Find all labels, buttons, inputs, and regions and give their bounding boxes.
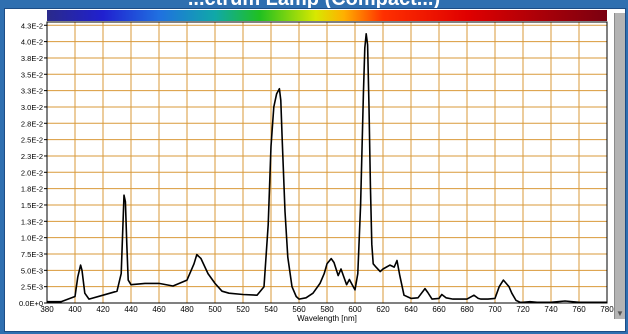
x-tick-label: 480 [180,305,194,314]
y-tick-label: 1.5E-2 [21,201,43,210]
x-tick-label: 460 [152,305,166,314]
x-tick-label: 400 [68,305,82,314]
x-tick-label: 600 [348,305,362,314]
x-tick-label: 700 [488,305,502,314]
plot-border [46,21,608,304]
y-tick-label: 4.3E-2 [21,21,43,30]
x-tick-label: 500 [208,305,222,314]
chart-panel: 380 400 420 440 460 480 500 520 540 560 580 600 620 6… [4,8,626,332]
y-tick-label: 2.0E-2 [21,168,43,177]
y-tick-label: 2.3E-2 [21,152,43,161]
y-tick-label: 1.8E-2 [21,185,43,194]
y-tick-label: 1.3E-2 [21,217,43,226]
x-tick-label: 620 [376,305,390,314]
y-tick-label: 2.8E-2 [21,119,43,128]
x-tick-label: 680 [460,305,474,314]
spectrum-line [47,32,607,304]
scroll-down-arrow-icon[interactable]: ▼ [616,309,624,318]
y-tick-label: 2.5E-3 [21,283,43,292]
y-tick-label: 2.5E-2 [21,136,43,145]
spectrum-chart: 380 400 420 440 460 480 500 520 540 560 580 600 620 6… [19,10,614,323]
x-axis-label: Wavelength [nm] [297,314,357,323]
x-tick-label: 660 [432,305,446,314]
x-tick-label: 440 [124,305,138,314]
x-tick-label: 540 [264,305,278,314]
y-tick-label: 3.8E-2 [21,54,43,63]
x-tick-label: 560 [292,305,306,314]
x-tick-label: 420 [96,305,110,314]
x-tick-label: 380 [40,305,54,314]
x-tick-label: 780 [600,305,614,314]
x-tick-label: 760 [572,305,586,314]
vertical-scrollbar[interactable]: ▼ [614,13,625,319]
spectrum-color-bar [47,10,607,21]
y-tick-label: 3.0E-2 [21,103,43,112]
y-tick-label: 0.0E+0 [19,299,43,308]
x-tick-label: 720 [516,305,530,314]
y-tick-label: 5.0E-3 [21,266,43,275]
x-tick-label: 640 [404,305,418,314]
page-title: ...ctrum Lamp (Compact...) [0,0,628,11]
y-tick-label: 7.5E-3 [21,250,43,259]
y-tick-label: 3.3E-2 [21,87,43,96]
title-bar: ...ctrum Lamp (Compact...) [0,0,628,11]
y-tick-label: 1.0E-2 [21,234,43,243]
x-tick-label: 740 [544,305,558,314]
x-tick-label: 520 [236,305,250,314]
y-tick-label: 3.5E-2 [21,70,43,79]
x-tick-label: 580 [320,305,334,314]
y-tick-label: 4.0E-2 [21,38,43,47]
